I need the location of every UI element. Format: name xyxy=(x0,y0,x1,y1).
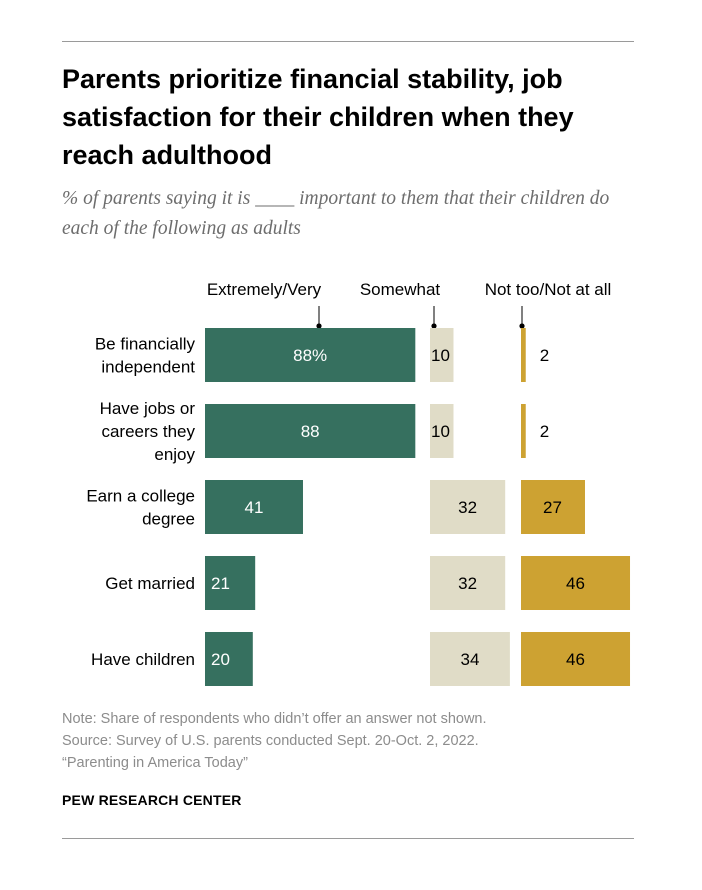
data-label-2: 2 xyxy=(540,346,549,365)
source-organization: PEW RESEARCH CENTER xyxy=(62,792,242,808)
legend-dot-2 xyxy=(519,323,525,329)
legend-dot-0 xyxy=(316,323,322,329)
bottom-rule xyxy=(62,838,634,839)
chart-title: Parents prioritize financial stability, … xyxy=(62,64,574,170)
data-label-1: 32 xyxy=(458,574,477,593)
legend-label-1: Somewhat xyxy=(360,280,441,299)
data-label-1: 32 xyxy=(458,498,477,517)
data-label-1: 10 xyxy=(431,346,450,365)
category-label: careers they xyxy=(101,422,195,441)
top-rule xyxy=(62,41,634,42)
note-line: Note: Share of respondents who didn’t of… xyxy=(62,711,487,727)
bar-0 xyxy=(205,328,416,382)
bar-1 xyxy=(430,480,506,534)
source-line: Source: Survey of U.S. parents conducted… xyxy=(62,733,479,749)
bar-chart: Extremely/Very Somewhat Not too/Not at all… xyxy=(86,280,631,686)
chart-subtitle: % of parents saying it is ____ important… xyxy=(62,188,610,239)
bar-1 xyxy=(430,556,506,610)
bar-1 xyxy=(430,328,454,382)
bar-0 xyxy=(205,480,303,534)
bar-2 xyxy=(521,480,585,534)
bar-2 xyxy=(521,328,526,382)
category-label: Get married xyxy=(105,574,195,593)
report-line: “Parenting in America Today” xyxy=(62,755,248,771)
bar-2 xyxy=(521,404,526,458)
data-label-2: 27 xyxy=(543,498,562,517)
category-label: Have jobs or xyxy=(100,399,196,418)
data-label-2: 46 xyxy=(566,574,585,593)
data-label-0: 88% xyxy=(293,346,327,365)
bar-1 xyxy=(430,632,510,686)
data-label-1: 10 xyxy=(431,422,450,441)
bar-2 xyxy=(521,632,631,686)
data-label-2: 2 xyxy=(540,422,549,441)
data-label-0: 21 xyxy=(211,574,230,593)
category-label: independent xyxy=(101,358,195,377)
bar-0 xyxy=(205,556,256,610)
legend-label-0: Extremely/Very xyxy=(207,280,322,299)
legend-dot-1 xyxy=(431,323,437,329)
bar-0 xyxy=(205,632,253,686)
data-label-2: 46 xyxy=(566,650,585,669)
data-label-0: 20 xyxy=(211,650,230,669)
data-label-1: 34 xyxy=(460,650,479,669)
chart-notes: Note: Share of respondents who didn’t of… xyxy=(62,708,662,774)
data-label-0: 41 xyxy=(245,498,264,517)
data-label-0: 88 xyxy=(301,422,320,441)
bar-1 xyxy=(430,404,454,458)
bar-2 xyxy=(521,556,631,610)
legend-label-2: Not too/Not at all xyxy=(485,280,612,299)
category-label: Have children xyxy=(91,650,195,669)
category-label: Earn a college xyxy=(86,487,195,506)
category-label: degree xyxy=(142,510,195,529)
bar-0 xyxy=(205,404,416,458)
category-label: Be financially xyxy=(95,335,196,354)
category-label: enjoy xyxy=(154,445,195,464)
